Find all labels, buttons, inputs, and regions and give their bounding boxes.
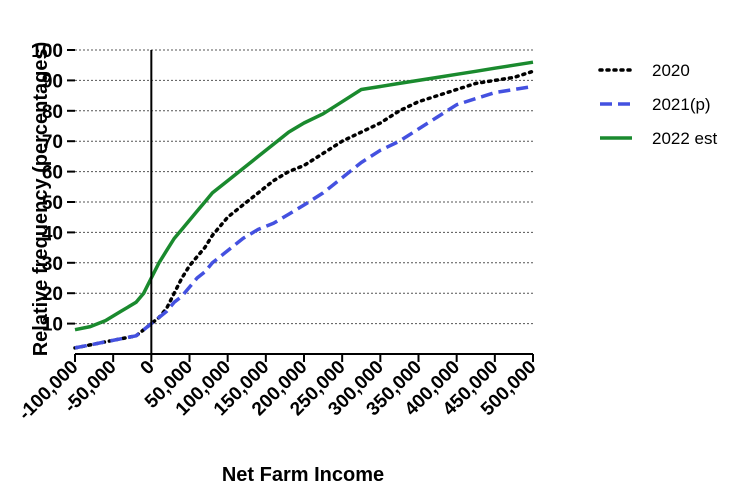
y-tick-label: 60 xyxy=(42,163,63,184)
y-tick-label: 50 xyxy=(42,193,63,214)
series-line-1 xyxy=(74,84,534,350)
y-tick-label: 90 xyxy=(42,71,63,92)
axes xyxy=(67,49,534,362)
y-tick-label: 70 xyxy=(42,132,63,153)
y-tick-label: 80 xyxy=(42,102,63,123)
x-axis-title: Net Farm Income xyxy=(222,464,384,486)
legend-label-1: 2021(p) xyxy=(652,95,711,114)
y-tick-label: 20 xyxy=(42,284,63,305)
legend: 2020 2021(p) 2022 est xyxy=(598,61,717,148)
y-axis-title: Relative frequency (percentages) xyxy=(30,42,52,357)
y-tick-label: 40 xyxy=(42,223,63,244)
y-tick-label: 100 xyxy=(31,41,63,62)
legend-label-2: 2022 est xyxy=(652,129,717,148)
x-tick-labels: -100,000-50,000 050,000100,000150,000200,… xyxy=(15,357,541,425)
y-tick-label: 10 xyxy=(42,315,63,336)
series-lines xyxy=(73,60,535,350)
series-line-0 xyxy=(73,69,535,350)
legend-label-0: 2020 xyxy=(652,61,690,80)
y-tick-label: 30 xyxy=(42,254,63,275)
grid-lines xyxy=(75,49,533,325)
series-line-2 xyxy=(74,60,534,332)
y-tick-labels: 10 20 30 40 50 60 70 80 90 100 xyxy=(31,41,63,336)
x-tick-label: 0 xyxy=(137,357,159,379)
